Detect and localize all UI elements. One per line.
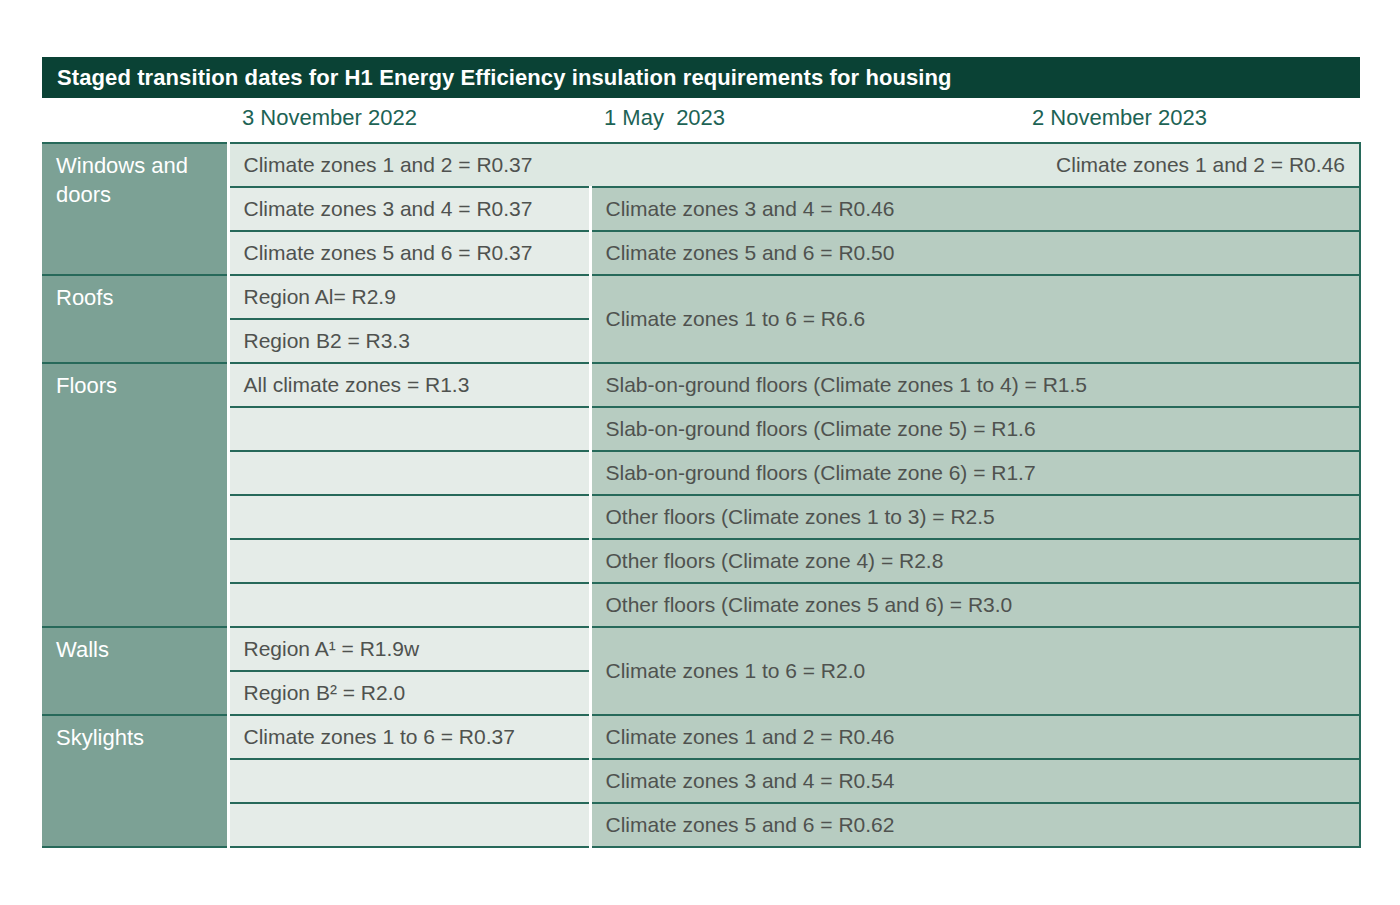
category-cell-skylights: Skylights (42, 715, 228, 847)
cell-2022-windows-zones-5-6: Climate zones 5 and 6 = R0.37 (228, 231, 590, 275)
cell-2022-roofs-region-b: Region B2 = R3.3 (228, 319, 590, 363)
table-row: Climate zones 5 and 6 = R0.37 Climate zo… (42, 231, 1360, 275)
table-row: Floors All climate zones = R1.3 Slab-on-… (42, 363, 1360, 407)
category-cell-floors: Floors (42, 363, 228, 627)
cell-2022-floors-empty (228, 451, 590, 495)
cell-2022-roofs-region-a: Region Al= R2.9 (228, 275, 590, 319)
table-row: Other floors (Climate zones 1 to 3) = R2… (42, 495, 1360, 539)
table-row: Roofs Region Al= R2.9 Climate zones 1 to… (42, 275, 1360, 319)
value-2022-windows-zones-1-2: Climate zones 1 and 2 = R0.37 (244, 153, 533, 177)
table-row: Other floors (Climate zones 5 and 6) = R… (42, 583, 1360, 627)
cell-2022-floors-empty (228, 583, 590, 627)
cell-2022-skylights-zones-1-6: Climate zones 1 to 6 = R0.37 (228, 715, 590, 759)
cell-2023-floors-slab-zone-5: Slab-on-ground floors (Climate zone 5) =… (590, 407, 1360, 451)
cell-2022-windows-zones-3-4: Climate zones 3 and 4 = R0.37 (228, 187, 590, 231)
cell-2022-floors-empty (228, 407, 590, 451)
cell-2022-floors-empty (228, 539, 590, 583)
cell-2023-floors-other-zones-5-6: Other floors (Climate zones 5 and 6) = R… (590, 583, 1360, 627)
page: Staged transition dates for H1 Energy Ef… (0, 0, 1400, 905)
cell-2022-skylights-empty (228, 759, 590, 803)
cell-2022-walls-region-b: Region B² = R2.0 (228, 671, 590, 715)
category-cell-windows-and-doors: Windows and doors (42, 143, 228, 275)
cell-2023-walls-all-zones: Climate zones 1 to 6 = R2.0 (590, 627, 1360, 715)
cell-2023-floors-slab-zone-6: Slab-on-ground floors (Climate zone 6) =… (590, 451, 1360, 495)
table-title-bar: Staged transition dates for H1 Energy Ef… (42, 57, 1360, 98)
table-row: Walls Region A¹ = R1.9w Climate zones 1 … (42, 627, 1360, 671)
value-2023-windows-zones-1-2: Climate zones 1 and 2 = R0.46 (1056, 153, 1345, 177)
table-row: Slab-on-ground floors (Climate zone 6) =… (42, 451, 1360, 495)
cell-2023-floors-other-zones-1-3: Other floors (Climate zones 1 to 3) = R2… (590, 495, 1360, 539)
cell-2023-floors-other-zone-4: Other floors (Climate zone 4) = R2.8 (590, 539, 1360, 583)
cell-2022-floors-empty (228, 495, 590, 539)
category-cell-walls: Walls (42, 627, 228, 715)
insulation-requirements-table: 3 November 2022 1 May 2023 2 November 20… (42, 98, 1361, 848)
cell-2023-windows-zones-3-4: Climate zones 3 and 4 = R0.46 (590, 187, 1360, 231)
column-header-1-may-2023: 1 May 2023 (590, 98, 1018, 143)
cell-2022-skylights-empty (228, 803, 590, 847)
table-row: Slab-on-ground floors (Climate zone 5) =… (42, 407, 1360, 451)
table-row: Climate zones 3 and 4 = R0.37 Climate zo… (42, 187, 1360, 231)
column-header-2-november-2023: 2 November 2023 (1018, 98, 1360, 143)
cell-2022-floors-all-zones: All climate zones = R1.3 (228, 363, 590, 407)
cell-2023-skylights-zones-3-4: Climate zones 3 and 4 = R0.54 (590, 759, 1360, 803)
header-spacer-cell (42, 98, 228, 143)
table-row: Windows and doors Climate zones 1 and 2 … (42, 143, 1360, 187)
cell-windows-zones-1-2: Climate zones 1 and 2 = R0.37 Climate zo… (228, 143, 1360, 187)
table-row: Climate zones 5 and 6 = R0.62 (42, 803, 1360, 847)
table-row: Climate zones 3 and 4 = R0.54 (42, 759, 1360, 803)
table-title: Staged transition dates for H1 Energy Ef… (57, 65, 952, 91)
date-header-row: 3 November 2022 1 May 2023 2 November 20… (42, 98, 1360, 143)
cell-2023-windows-zones-5-6: Climate zones 5 and 6 = R0.50 (590, 231, 1360, 275)
column-header-3-november-2022: 3 November 2022 (228, 98, 590, 143)
table-row: Other floors (Climate zone 4) = R2.8 (42, 539, 1360, 583)
table-row: Skylights Climate zones 1 to 6 = R0.37 C… (42, 715, 1360, 759)
cell-2023-skylights-zones-1-2: Climate zones 1 and 2 = R0.46 (590, 715, 1360, 759)
category-cell-roofs: Roofs (42, 275, 228, 363)
cell-2023-floors-slab-zones-1-4: Slab-on-ground floors (Climate zones 1 t… (590, 363, 1360, 407)
cell-2023-roofs-all-zones: Climate zones 1 to 6 = R6.6 (590, 275, 1360, 363)
cell-2023-skylights-zones-5-6: Climate zones 5 and 6 = R0.62 (590, 803, 1360, 847)
cell-split-content: Climate zones 1 and 2 = R0.37 Climate zo… (230, 153, 1360, 177)
cell-2022-walls-region-a: Region A¹ = R1.9w (228, 627, 590, 671)
